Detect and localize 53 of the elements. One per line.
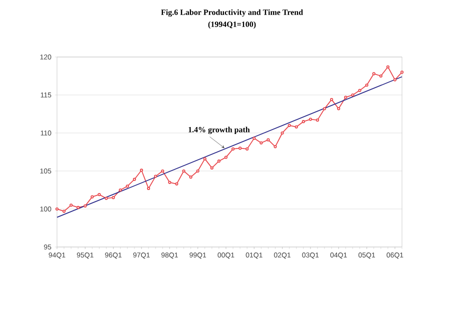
point xyxy=(98,193,101,196)
point xyxy=(76,206,80,210)
point xyxy=(146,186,150,190)
point xyxy=(252,136,256,140)
point xyxy=(400,70,404,74)
chart-title: Fig.6 Labor Productivity and Time Trend xyxy=(161,9,303,17)
point xyxy=(288,124,291,127)
point xyxy=(246,147,249,150)
point xyxy=(90,195,94,198)
point xyxy=(168,180,172,184)
point xyxy=(132,178,136,181)
point xyxy=(210,166,214,170)
point xyxy=(231,147,235,150)
point xyxy=(316,118,320,122)
point xyxy=(104,196,108,200)
point xyxy=(84,204,87,208)
point xyxy=(365,84,368,87)
point xyxy=(70,204,73,207)
point xyxy=(337,107,340,110)
point xyxy=(330,98,334,102)
point xyxy=(140,168,144,172)
point xyxy=(196,169,200,173)
point xyxy=(203,157,206,160)
point xyxy=(154,174,158,178)
point xyxy=(302,120,305,124)
point xyxy=(224,156,228,159)
annotation: 1.4% growth path xyxy=(188,126,250,134)
point xyxy=(308,118,312,121)
point xyxy=(126,184,129,188)
point xyxy=(182,169,186,173)
point xyxy=(351,93,354,97)
point xyxy=(260,141,263,144)
point xyxy=(386,65,390,68)
chart-subtitle: (1994Q1=100) xyxy=(208,21,256,29)
point xyxy=(118,188,122,192)
point xyxy=(322,107,326,110)
point xyxy=(294,125,298,128)
point xyxy=(266,138,270,142)
point xyxy=(393,78,396,82)
point xyxy=(112,196,115,200)
point xyxy=(274,145,277,148)
point xyxy=(175,182,178,186)
point xyxy=(217,160,220,163)
point xyxy=(379,74,382,78)
point xyxy=(189,176,192,179)
point xyxy=(55,207,59,211)
point xyxy=(238,146,242,150)
point xyxy=(280,131,284,135)
point xyxy=(62,210,66,213)
point xyxy=(344,96,348,99)
point xyxy=(358,88,362,92)
point xyxy=(372,72,376,76)
point xyxy=(161,169,164,173)
